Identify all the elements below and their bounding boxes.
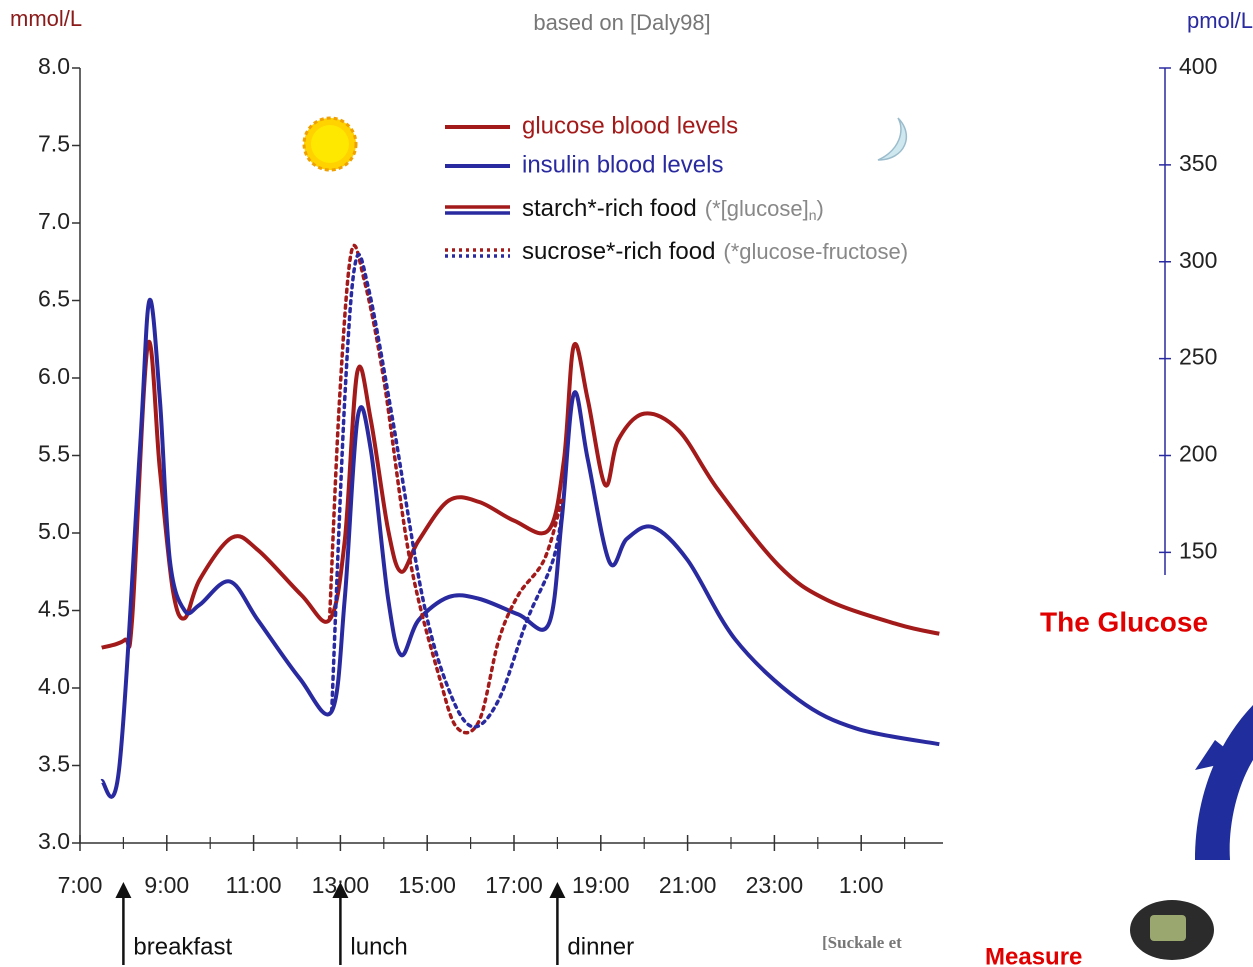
x-tick-label: 1:00 — [839, 872, 884, 898]
sun-core — [311, 125, 349, 163]
y2-tick-label: 150 — [1179, 537, 1217, 563]
x-tick-label: 15:00 — [398, 872, 456, 898]
y2-tick-label: 300 — [1179, 247, 1217, 273]
y-tick-label: 3.0 — [38, 828, 70, 854]
legend-text-part: starch*-rich food — [522, 195, 697, 222]
y-tick-label: 3.5 — [38, 751, 70, 777]
x-tick-label: 23:00 — [746, 872, 804, 898]
y-tick-label: 7.5 — [38, 131, 70, 157]
x-tick-label: 19:00 — [572, 872, 630, 898]
sun-icon — [304, 118, 356, 170]
y2-tick-label: 200 — [1179, 441, 1217, 467]
x-tick-label: 17:00 — [485, 872, 543, 898]
chart-title: based on [Daly98] — [533, 10, 710, 35]
y2-axis-label: pmol/L — [1187, 8, 1253, 33]
meal-label: lunch — [350, 933, 407, 960]
y-tick-label: 6.0 — [38, 363, 70, 389]
legend-text-part: (*glucose-fructose) — [723, 239, 908, 264]
y-tick-label: 4.0 — [38, 673, 70, 699]
meter-screen — [1150, 915, 1186, 941]
y2-tick-label: 350 — [1179, 150, 1217, 176]
legend-label: insulin blood levels — [522, 151, 723, 178]
legend-label: sucrose*-rich food (*glucose-fructose) — [522, 238, 908, 265]
legend-text-part: n — [809, 207, 817, 223]
overlay-panel: The Glucose Measure — [943, 575, 1253, 967]
y-tick-label: 7.0 — [38, 208, 70, 234]
x-tick-label: 7:00 — [58, 872, 103, 898]
y-tick-label: 5.5 — [38, 441, 70, 467]
meal-label: dinner — [567, 933, 634, 960]
x-tick-label: 21:00 — [659, 872, 717, 898]
legend-label: glucose blood levels — [522, 112, 738, 139]
y-tick-label: 6.5 — [38, 286, 70, 312]
overlay-caption: Measure — [985, 943, 1082, 967]
chart: mmol/L pmol/L based on [Daly98] 3.0 3.5 4.… — [0, 0, 1253, 967]
legend-text-part: (*[glucose] — [705, 196, 809, 221]
y-tick-label: 4.5 — [38, 596, 70, 622]
y-axis-label: mmol/L — [10, 6, 82, 31]
legend-text-part: ) — [817, 196, 824, 221]
legend-text-part: sucrose*-rich food — [522, 238, 715, 265]
source-note: [Suckale et — [822, 933, 902, 952]
legend-label: starch*-rich food (*[glucose]n) — [522, 195, 824, 222]
y-tick-label: 5.0 — [38, 518, 70, 544]
x-tick-label: 9:00 — [144, 872, 189, 898]
y2-tick-label: 250 — [1179, 344, 1217, 370]
y-tick-label: 8.0 — [38, 53, 70, 79]
meal-label: breakfast — [133, 933, 232, 960]
y2-tick-label: 400 — [1179, 53, 1217, 79]
overlay-heading: The Glucose — [1040, 606, 1208, 637]
x-tick-label: 11:00 — [226, 872, 282, 898]
